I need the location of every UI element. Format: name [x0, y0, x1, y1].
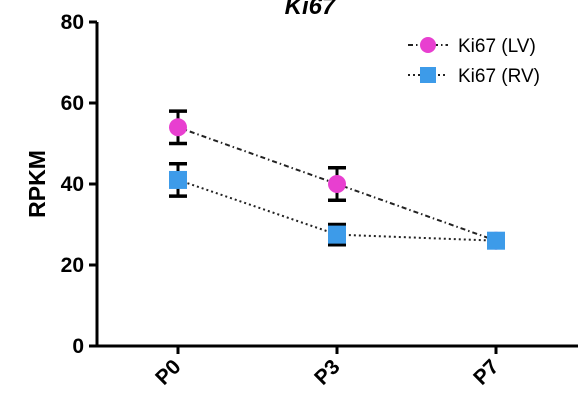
x-tick-label: P7 [469, 355, 503, 389]
y-tick-label: 40 [61, 173, 84, 196]
data-point [328, 225, 346, 244]
series-line [177, 179, 497, 242]
data-point [487, 231, 505, 250]
series-layer [169, 109, 505, 250]
x-tick-label: P3 [310, 355, 344, 389]
y-tick-label: 60 [61, 92, 84, 115]
data-point [169, 170, 187, 189]
legend-marker [420, 67, 436, 83]
data-point [169, 118, 187, 137]
y-tick-label: 80 [61, 11, 84, 34]
y-ticks: 0 20 40 60 80 [61, 11, 97, 358]
legend-label: Ki67 (RV) [458, 66, 540, 87]
y-tick-label: 0 [72, 335, 84, 358]
legend-label: Ki67 (LV) [458, 36, 536, 57]
legend: Ki67 (LV) Ki67 (RV) [408, 36, 540, 87]
series-2 [169, 162, 505, 250]
legend-marker [420, 37, 436, 53]
x-tick-label: P0 [151, 355, 185, 389]
x-ticks: P0 P3 P7 [151, 346, 504, 390]
y-axis-title: RPKM [24, 150, 50, 218]
chart-title: Ki67 [285, 0, 337, 20]
data-point [328, 175, 346, 193]
y-tick-label: 20 [61, 254, 84, 277]
